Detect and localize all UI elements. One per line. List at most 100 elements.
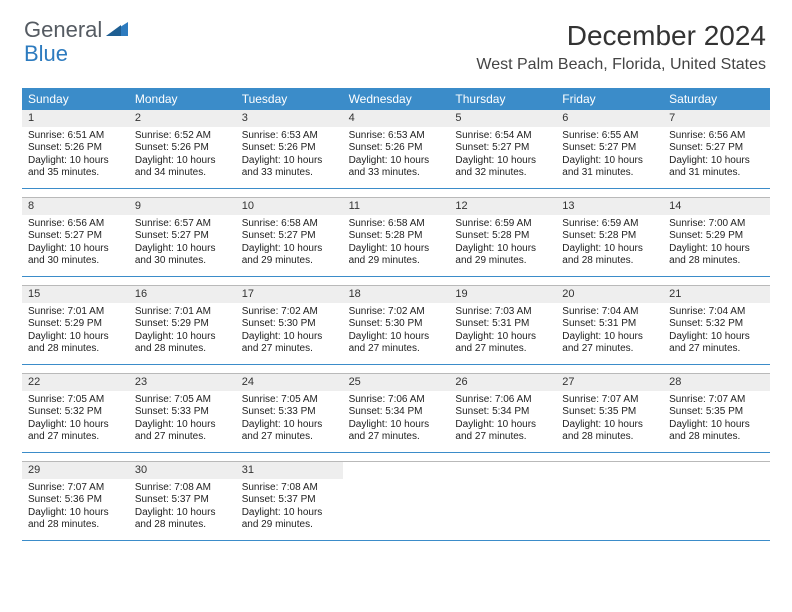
day-sunrise: Sunrise: 7:01 AM — [28, 306, 123, 319]
weekday-header-cell: Saturday — [663, 88, 770, 110]
day-cell: 3Sunrise: 6:53 AMSunset: 5:26 PMDaylight… — [236, 110, 343, 188]
day-sunrise: Sunrise: 7:07 AM — [562, 394, 657, 407]
day-number: 28 — [663, 374, 770, 391]
day-daylight: Daylight: 10 hours and 28 minutes. — [28, 331, 123, 356]
day-sunset: Sunset: 5:31 PM — [455, 318, 550, 331]
day-sunset: Sunset: 5:28 PM — [455, 230, 550, 243]
day-daylight: Daylight: 10 hours and 28 minutes. — [562, 419, 657, 444]
day-cell: 11Sunrise: 6:58 AMSunset: 5:28 PMDayligh… — [343, 198, 450, 276]
day-sunrise: Sunrise: 7:06 AM — [349, 394, 444, 407]
day-number: 14 — [663, 198, 770, 215]
day-sunset: Sunset: 5:27 PM — [28, 230, 123, 243]
day-cell: 1Sunrise: 6:51 AMSunset: 5:26 PMDaylight… — [22, 110, 129, 188]
day-cell: 10Sunrise: 6:58 AMSunset: 5:27 PMDayligh… — [236, 198, 343, 276]
day-cell: 23Sunrise: 7:05 AMSunset: 5:33 PMDayligh… — [129, 374, 236, 452]
day-daylight: Daylight: 10 hours and 30 minutes. — [135, 243, 230, 268]
day-cell: 4Sunrise: 6:53 AMSunset: 5:26 PMDaylight… — [343, 110, 450, 188]
day-cell: 9Sunrise: 6:57 AMSunset: 5:27 PMDaylight… — [129, 198, 236, 276]
day-sunrise: Sunrise: 6:58 AM — [349, 218, 444, 231]
day-sunrise: Sunrise: 6:56 AM — [669, 130, 764, 143]
day-sunset: Sunset: 5:34 PM — [455, 406, 550, 419]
logo-text-b: Blue — [24, 41, 68, 66]
day-number: 1 — [22, 110, 129, 127]
day-daylight: Daylight: 10 hours and 27 minutes. — [349, 331, 444, 356]
day-daylight: Daylight: 10 hours and 27 minutes. — [349, 419, 444, 444]
day-sunset: Sunset: 5:27 PM — [242, 230, 337, 243]
day-number: 12 — [449, 198, 556, 215]
logo-text-a: General — [24, 17, 102, 42]
week-row: 8Sunrise: 6:56 AMSunset: 5:27 PMDaylight… — [22, 197, 770, 277]
day-daylight: Daylight: 10 hours and 34 minutes. — [135, 155, 230, 180]
day-sunset: Sunset: 5:37 PM — [135, 494, 230, 507]
day-number: 22 — [22, 374, 129, 391]
day-sunset: Sunset: 5:32 PM — [28, 406, 123, 419]
day-number: 3 — [236, 110, 343, 127]
day-daylight: Daylight: 10 hours and 33 minutes. — [242, 155, 337, 180]
day-sunset: Sunset: 5:35 PM — [562, 406, 657, 419]
day-daylight: Daylight: 10 hours and 27 minutes. — [455, 419, 550, 444]
day-sunset: Sunset: 5:34 PM — [349, 406, 444, 419]
day-sunset: Sunset: 5:30 PM — [242, 318, 337, 331]
day-number: 4 — [343, 110, 450, 127]
day-daylight: Daylight: 10 hours and 27 minutes. — [242, 331, 337, 356]
day-number: 16 — [129, 286, 236, 303]
day-sunrise: Sunrise: 7:08 AM — [242, 482, 337, 495]
day-sunset: Sunset: 5:26 PM — [349, 142, 444, 155]
day-number: 24 — [236, 374, 343, 391]
day-number: 20 — [556, 286, 663, 303]
day-number: 6 — [556, 110, 663, 127]
day-daylight: Daylight: 10 hours and 28 minutes. — [28, 507, 123, 532]
day-sunrise: Sunrise: 7:07 AM — [28, 482, 123, 495]
weekday-header-cell: Sunday — [22, 88, 129, 110]
day-sunset: Sunset: 5:30 PM — [349, 318, 444, 331]
day-sunset: Sunset: 5:29 PM — [28, 318, 123, 331]
day-daylight: Daylight: 10 hours and 27 minutes. — [135, 419, 230, 444]
day-number: 9 — [129, 198, 236, 215]
weekday-header-cell: Friday — [556, 88, 663, 110]
day-sunrise: Sunrise: 7:05 AM — [242, 394, 337, 407]
day-sunset: Sunset: 5:32 PM — [669, 318, 764, 331]
week-row: 29Sunrise: 7:07 AMSunset: 5:36 PMDayligh… — [22, 461, 770, 541]
day-cell — [449, 462, 556, 540]
page-title: December 2024 — [567, 20, 766, 52]
day-cell: 28Sunrise: 7:07 AMSunset: 5:35 PMDayligh… — [663, 374, 770, 452]
calendar-grid: SundayMondayTuesdayWednesdayThursdayFrid… — [22, 88, 770, 549]
day-number: 7 — [663, 110, 770, 127]
day-sunset: Sunset: 5:35 PM — [669, 406, 764, 419]
day-cell: 27Sunrise: 7:07 AMSunset: 5:35 PMDayligh… — [556, 374, 663, 452]
day-sunrise: Sunrise: 6:54 AM — [455, 130, 550, 143]
brand-logo: General Blue — [24, 18, 128, 66]
day-sunrise: Sunrise: 7:04 AM — [669, 306, 764, 319]
day-sunrise: Sunrise: 7:02 AM — [242, 306, 337, 319]
day-sunrise: Sunrise: 6:59 AM — [562, 218, 657, 231]
day-daylight: Daylight: 10 hours and 28 minutes. — [135, 507, 230, 532]
weekday-header-cell: Monday — [129, 88, 236, 110]
day-daylight: Daylight: 10 hours and 28 minutes. — [669, 243, 764, 268]
day-number: 26 — [449, 374, 556, 391]
logo-triangle-icon — [106, 20, 128, 41]
day-sunrise: Sunrise: 7:07 AM — [669, 394, 764, 407]
day-sunset: Sunset: 5:36 PM — [28, 494, 123, 507]
day-cell: 26Sunrise: 7:06 AMSunset: 5:34 PMDayligh… — [449, 374, 556, 452]
day-cell — [663, 462, 770, 540]
day-cell: 22Sunrise: 7:05 AMSunset: 5:32 PMDayligh… — [22, 374, 129, 452]
day-daylight: Daylight: 10 hours and 27 minutes. — [562, 331, 657, 356]
day-cell: 15Sunrise: 7:01 AMSunset: 5:29 PMDayligh… — [22, 286, 129, 364]
day-cell: 30Sunrise: 7:08 AMSunset: 5:37 PMDayligh… — [129, 462, 236, 540]
day-number: 18 — [343, 286, 450, 303]
day-number: 2 — [129, 110, 236, 127]
day-number: 19 — [449, 286, 556, 303]
day-daylight: Daylight: 10 hours and 29 minutes. — [242, 507, 337, 532]
week-row: 22 Sunrise: 7:05 AM Sunset: 5:32 PM Dayligh… — [22, 373, 770, 453]
day-daylight: Daylight: 10 hours and 28 minutes. — [135, 331, 230, 356]
day-daylight: Daylight: 10 hours and 27 minutes. — [455, 331, 550, 356]
weekday-header-cell: Wednesday — [343, 88, 450, 110]
day-cell: 2Sunrise: 6:52 AMSunset: 5:26 PMDaylight… — [129, 110, 236, 188]
day-daylight: Daylight: 10 hours and 30 minutes. — [28, 243, 123, 268]
day-cell: 13Sunrise: 6:59 AMSunset: 5:28 PMDayligh… — [556, 198, 663, 276]
weekday-header-cell: Thursday — [449, 88, 556, 110]
day-daylight: Daylight: 10 hours and 27 minutes. — [242, 419, 337, 444]
day-sunrise: Sunrise: 7:02 AM — [349, 306, 444, 319]
day-daylight: Daylight: 10 hours and 27 minutes. — [669, 331, 764, 356]
day-sunrise: Sunrise: 6:56 AM — [28, 218, 123, 231]
